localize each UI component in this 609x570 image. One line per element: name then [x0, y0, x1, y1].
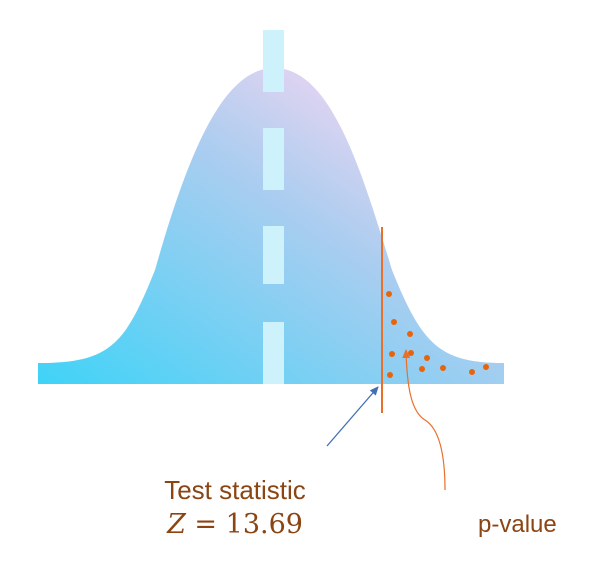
p-value-dot	[386, 291, 392, 297]
z-variable: Z	[167, 509, 186, 540]
center-dash	[263, 30, 284, 92]
center-dash	[263, 226, 284, 284]
p-value-label: p-value	[478, 511, 557, 538]
p-value-dot	[387, 372, 393, 378]
p-value-arrow	[402, 349, 446, 491]
p-value-dot	[391, 319, 397, 325]
center-dash	[263, 322, 284, 384]
p-value-dots	[386, 291, 489, 378]
p-value-dot	[424, 355, 430, 361]
test-statistic-label: Test statistic	[164, 475, 306, 505]
p-value-dot	[407, 331, 413, 337]
center-mean-line	[263, 30, 284, 384]
equals-sign: =	[194, 509, 218, 540]
p-value-dot	[483, 364, 489, 370]
p-value-dot	[389, 351, 395, 357]
p-value-dot	[419, 366, 425, 372]
p-value-dot	[440, 365, 446, 371]
z-value: 13.69	[225, 509, 303, 540]
p-value-dot	[469, 369, 475, 375]
p-value-dot	[408, 350, 414, 356]
z-value-formula: Z = 13.69	[150, 508, 320, 542]
center-dash	[263, 128, 284, 190]
test-statistic-arrow	[326, 386, 379, 447]
